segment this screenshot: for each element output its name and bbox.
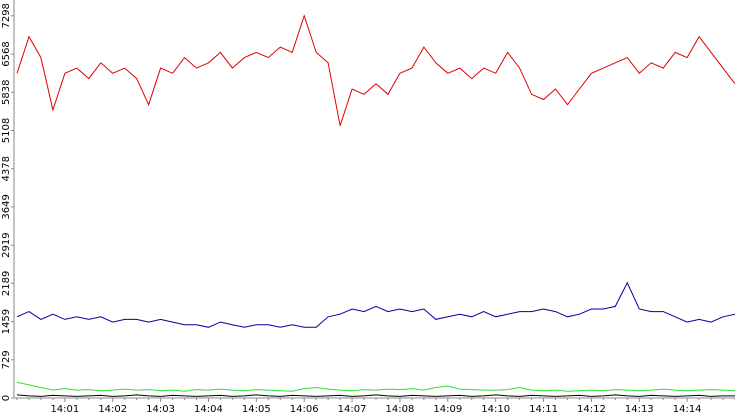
series-line: [16, 14, 735, 126]
x-tick-label: 14:10: [481, 404, 510, 415]
x-tick-label: 14:06: [290, 404, 319, 415]
series-line: [16, 281, 735, 328]
x-tick-label: 14:04: [194, 404, 223, 415]
x-tick-label: 14:13: [625, 404, 654, 415]
y-tick-label: 2189: [1, 271, 12, 296]
y-tick-label: 729: [1, 350, 12, 369]
x-tick-label: 14:07: [338, 404, 367, 415]
y-tick-label: 1459: [1, 309, 12, 334]
y-tick-label: 3649: [1, 194, 12, 219]
series-line: [16, 381, 735, 392]
x-tick-label: 14:12: [577, 404, 606, 415]
y-tick-label: 7298: [1, 3, 12, 28]
y-tick-label: 2919: [1, 232, 12, 257]
series-line: [16, 394, 735, 397]
x-tick-label: 14:09: [433, 404, 462, 415]
x-tick-label: 14:05: [242, 404, 271, 415]
y-tick-label: 0: [1, 395, 12, 401]
x-tick-label: 14:14: [673, 404, 702, 415]
x-tick-label: 14:01: [50, 404, 79, 415]
y-tick-label: 4378: [1, 156, 12, 181]
x-tick-label: 14:02: [98, 404, 127, 415]
y-tick-label: 5838: [1, 80, 12, 105]
x-tick-label: 14:03: [146, 404, 175, 415]
y-tick-label: 6568: [1, 41, 12, 66]
x-tick-label: 14:08: [386, 404, 415, 415]
x-tick-label: 14:11: [529, 404, 558, 415]
y-tick-label: 5108: [1, 118, 12, 143]
